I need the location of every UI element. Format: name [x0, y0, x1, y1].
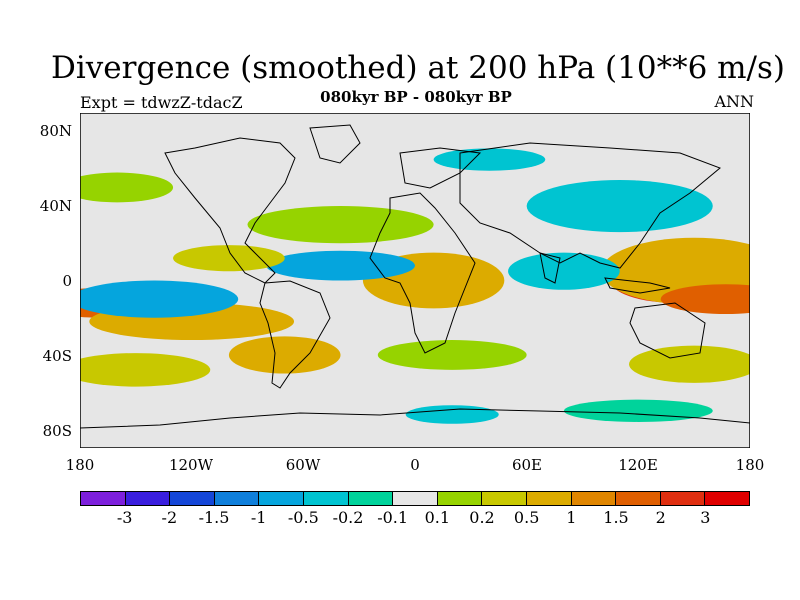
contour-region [508, 252, 620, 290]
colorbar-swatch [526, 492, 572, 505]
contour-region [173, 245, 285, 272]
colorbar-swatch [616, 492, 661, 505]
map-subtitle: 080kyr BP - 080kyr BP [320, 88, 512, 106]
contour-region [526, 180, 713, 233]
x-tick-0: 0 [410, 456, 420, 474]
colorbar-swatch [571, 492, 617, 505]
colorbar-label: 1.5 [603, 508, 629, 527]
y-tick-40s: 40S [42, 347, 72, 365]
colorbar-label: -3 [116, 508, 133, 527]
colorbar-label: 3 [700, 508, 711, 527]
contour-region [80, 353, 211, 387]
colorbar-swatch [482, 492, 527, 505]
contour-region [377, 340, 527, 370]
colorbar-label: -1.5 [198, 508, 230, 527]
colorbar-label: -0.2 [332, 508, 364, 527]
colorbar-label: -0.1 [377, 508, 409, 527]
colorbar-swatch [660, 492, 706, 505]
colorbar-label: 0.1 [424, 508, 451, 527]
colorbar-swatch [214, 492, 260, 505]
colorbar-swatch [125, 492, 171, 505]
colorbar-swatch [81, 492, 126, 505]
contour-region [80, 280, 239, 318]
colorbar-label: -1 [250, 508, 267, 527]
contour-region [228, 336, 341, 374]
x-tick-60w: 60W [285, 456, 321, 474]
contour-fields [80, 148, 750, 424]
contour-region [247, 206, 434, 244]
colorbar-label: 1 [566, 508, 577, 527]
colorbar-label: 0.2 [469, 508, 495, 527]
colorbar-swatch [393, 492, 438, 505]
y-tick-0: 0 [62, 272, 72, 290]
contour-region [660, 284, 750, 314]
colorbar-label: 2 [655, 508, 666, 527]
map-title: Divergence (smoothed) at 200 hPa (10**6 … [51, 50, 785, 86]
colorbar-swatch [348, 492, 394, 505]
contour-region [563, 399, 713, 422]
colorbar-label: -2 [161, 508, 178, 527]
colorbar-swatch [303, 492, 349, 505]
colorbar-swatch [259, 492, 304, 505]
colorbar-label: 0.5 [513, 508, 540, 527]
colorbar [80, 491, 750, 506]
contour-region [433, 148, 546, 171]
colorbar-swatch [437, 492, 483, 505]
y-tick-40n: 40N [39, 197, 72, 215]
divergence-map [80, 113, 750, 448]
contour-region [80, 172, 174, 203]
contour-region [266, 250, 415, 281]
y-tick-80s: 80S [42, 422, 72, 440]
x-tick-180e: 180 [735, 456, 765, 474]
colorbar-swatch [170, 492, 215, 505]
colorbar-swatch [705, 492, 749, 505]
x-tick-60e: 60E [511, 456, 543, 474]
experiment-label: Expt = tdwzZ-tdacZ [80, 93, 243, 112]
coastlines [80, 124, 750, 429]
contour-region [629, 345, 750, 383]
colorbar-label: -0.5 [287, 508, 319, 527]
x-tick-120e: 120E [618, 456, 658, 474]
season-label: ANN [714, 92, 754, 111]
contour-region [405, 405, 499, 424]
y-tick-80n: 80N [39, 122, 72, 140]
x-tick-120w: 120W [168, 456, 214, 474]
x-tick-180w: 180 [65, 456, 95, 474]
